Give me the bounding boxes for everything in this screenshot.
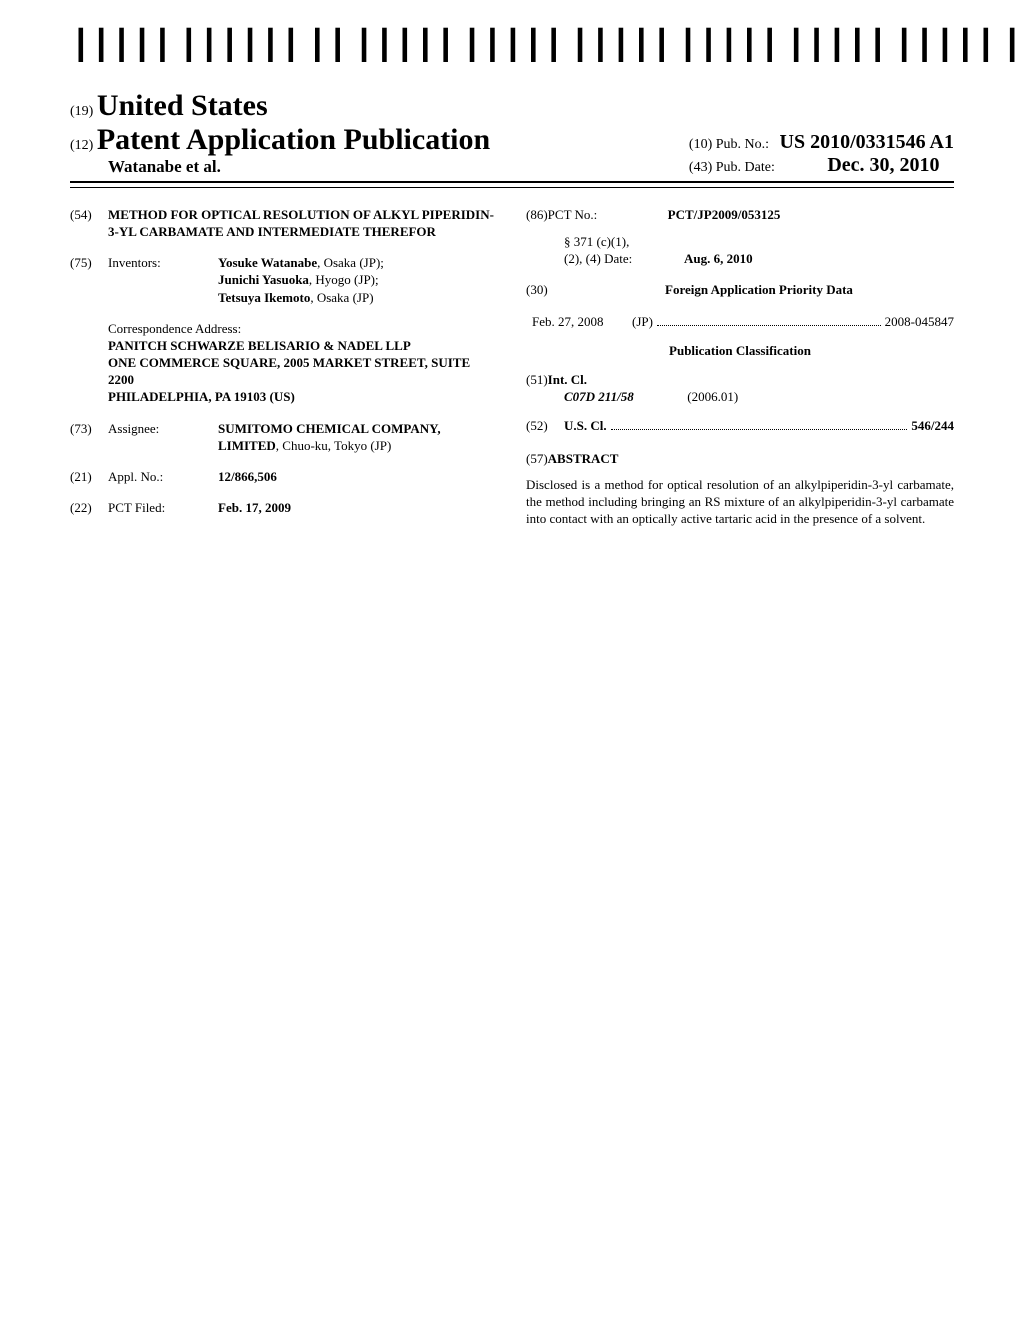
field-21: (21) Appl. No.: 12/866,506 — [70, 468, 498, 485]
inventor-1-loc: , Osaka (JP); — [317, 255, 384, 270]
assignee-value: SUMITOMO CHEMICAL COMPANY, LIMITED, Chuo… — [218, 420, 498, 454]
corr-line-1: PANITCH SCHWARZE BELISARIO & NADEL LLP — [108, 337, 498, 354]
pct-filed-date: Feb. 17, 2009 — [218, 499, 498, 516]
field-54: (54) METHOD FOR OPTICAL RESOLUTION OF AL… — [70, 206, 498, 240]
pubno-label: Pub. No.: — [716, 137, 769, 152]
header-rule — [70, 187, 954, 188]
body-columns: (54) METHOD FOR OPTICAL RESOLUTION OF AL… — [70, 206, 954, 530]
field-57: (57) ABSTRACT — [526, 450, 954, 467]
inid-54: (54) — [70, 206, 108, 240]
s371-date: Aug. 6, 2010 — [684, 250, 753, 267]
pub-classification-heading: Publication Classification — [526, 342, 954, 359]
inid-73: (73) — [70, 420, 108, 454]
ipc-code: C07D 211/58 — [564, 388, 684, 405]
field-52: (52) U.S. Cl. 546/244 — [526, 417, 954, 434]
assignee-label: Assignee: — [108, 420, 218, 454]
invention-title: METHOD FOR OPTICAL RESOLUTION OF ALKYL P… — [108, 206, 498, 240]
pct-number: PCT/JP2009/053125 — [668, 206, 781, 223]
s371-line-1: § 371 (c)(1), — [564, 233, 954, 250]
s371-line-2: (2), (4) Date: — [564, 250, 684, 267]
inid-19: (19) — [70, 104, 93, 119]
priority-row: Feb. 27, 2008 (JP) 2008-045847 — [532, 313, 954, 330]
dot-leader — [611, 417, 908, 430]
correspondence-address: Correspondence Address: PANITCH SCHWARZE… — [108, 320, 498, 406]
header-right: (10) Pub. No.: US 2010/0331546 A1 (43) P… — [689, 131, 954, 177]
inventors-list: Yosuke Watanabe, Osaka (JP); Junichi Yas… — [218, 254, 498, 305]
country: United States — [97, 89, 268, 122]
intcl-label: Int. Cl. — [548, 371, 587, 388]
inventors-label: Inventors: — [108, 254, 218, 305]
foreign-priority-heading: Foreign Application Priority Data — [564, 281, 954, 298]
field-22: (22) PCT Filed: Feb. 17, 2009 — [70, 499, 498, 516]
uscl-value: 546/244 — [911, 417, 954, 434]
inid-51: (51) — [526, 371, 548, 388]
inventor-line: Watanabe et al. — [108, 157, 490, 177]
header: (19) United States (12) Patent Applicati… — [70, 89, 954, 183]
priority-date: Feb. 27, 2008 — [532, 313, 632, 330]
field-51: (51) Int. Cl. — [526, 371, 954, 388]
pctfiled-label: PCT Filed: — [108, 499, 218, 516]
inventor-2: Junichi Yasuoka — [218, 272, 309, 287]
inid-22: (22) — [70, 499, 108, 516]
barcode: ||||| |||||| || ||||| ||||| ||||| ||||| … — [70, 30, 1024, 78]
barcode-block: ||||| |||||| || ||||| ||||| ||||| ||||| … — [70, 30, 954, 79]
abstract-heading: ABSTRACT — [548, 450, 619, 467]
publication-type: Patent Application Publication — [97, 123, 490, 156]
inventor-3-loc: , Osaka (JP) — [310, 290, 373, 305]
priority-appno: 2008-045847 — [885, 313, 954, 330]
publication-number: US 2010/0331546 A1 — [780, 131, 954, 153]
inid-12: (12) — [70, 138, 93, 153]
inventor-2-loc: , Hyogo (JP); — [309, 272, 379, 287]
publication-date: Dec. 30, 2010 — [827, 154, 939, 176]
application-number: 12/866,506 — [218, 468, 498, 485]
corr-heading: Correspondence Address: — [108, 320, 498, 337]
abstract-text: Disclosed is a method for optical resolu… — [526, 476, 954, 527]
inid-52: (52) — [526, 417, 564, 434]
field-75: (75) Inventors: Yosuke Watanabe, Osaka (… — [70, 254, 498, 305]
inid-30: (30) — [526, 281, 564, 298]
field-73: (73) Assignee: SUMITOMO CHEMICAL COMPANY… — [70, 420, 498, 454]
left-column: (54) METHOD FOR OPTICAL RESOLUTION OF AL… — [70, 206, 498, 530]
inventor-1: Yosuke Watanabe — [218, 255, 317, 270]
inid-21: (21) — [70, 468, 108, 485]
header-left: (19) United States (12) Patent Applicati… — [70, 89, 490, 177]
ipc-edition: (2006.01) — [687, 389, 738, 404]
corr-line-3: PHILADELPHIA, PA 19103 (US) — [108, 388, 498, 405]
inid-86: (86) — [526, 206, 548, 223]
field-30: (30) Foreign Application Priority Data — [526, 281, 954, 298]
inventor-3: Tetsuya Ikemoto — [218, 290, 310, 305]
inid-43: (43) — [689, 160, 712, 175]
uscl-label: U.S. Cl. — [564, 417, 607, 434]
barcode-lines: ||||| |||||| || ||||| ||||| ||||| ||||| … — [70, 30, 1024, 60]
assignee-loc: , Chuo-ku, Tokyo (JP) — [276, 438, 392, 453]
applno-label: Appl. No.: — [108, 468, 218, 485]
priority-country: (JP) — [632, 313, 653, 330]
corr-line-2: ONE COMMERCE SQUARE, 2005 MARKET STREET,… — [108, 354, 498, 388]
ipc-row: C07D 211/58 (2006.01) — [564, 388, 954, 405]
inid-75: (75) — [70, 254, 108, 305]
dot-leader — [657, 313, 881, 326]
pctno-label: PCT No.: — [548, 206, 668, 223]
field-86: (86) PCT No.: PCT/JP2009/053125 § 371 (c… — [526, 206, 954, 267]
right-column: (86) PCT No.: PCT/JP2009/053125 § 371 (c… — [526, 206, 954, 530]
inid-10: (10) — [689, 137, 712, 152]
inid-57: (57) — [526, 450, 548, 467]
pubdate-label: Pub. Date: — [716, 160, 775, 175]
